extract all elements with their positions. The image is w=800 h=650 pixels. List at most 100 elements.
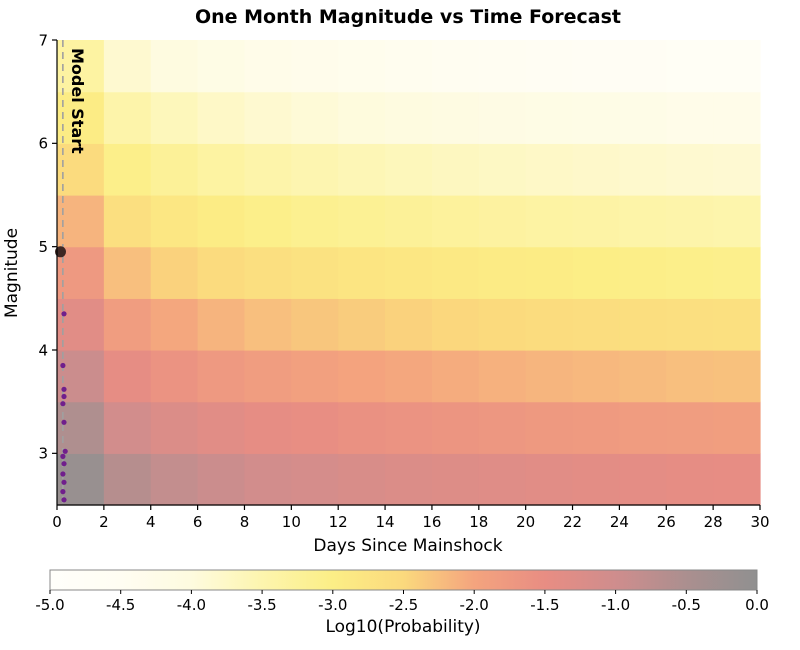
heatmap-cell [338, 91, 386, 144]
heatmap-cell [150, 298, 199, 351]
heatmap-cell [338, 350, 386, 403]
x-tick-label: 12 [329, 513, 348, 531]
heatmap-cell [291, 298, 339, 351]
heatmap-cell [478, 350, 527, 403]
heatmap-cell [619, 246, 667, 299]
heatmap-cell [338, 40, 386, 93]
heatmap-cell [713, 143, 761, 196]
x-tick-label: 26 [657, 513, 676, 531]
heatmap-cell [572, 350, 620, 403]
observed-event-dot [60, 401, 66, 407]
observed-event-dot [60, 489, 66, 495]
heatmap-cell [478, 401, 527, 454]
mainshock-dot [55, 246, 66, 258]
heatmap-cell [666, 195, 714, 248]
heatmap-cell [619, 298, 667, 351]
heatmap-cell [291, 40, 339, 93]
heatmap-cell [57, 298, 105, 351]
heatmap-cell [57, 350, 105, 403]
heatmap-cell [57, 195, 105, 248]
x-tick-label: 30 [750, 513, 769, 531]
model-start-label: Model Start [68, 48, 87, 154]
colorbar-tick-label: -4.0 [177, 596, 206, 614]
colorbar-tick-label: 0.0 [745, 596, 769, 614]
heatmap-cell [103, 298, 152, 351]
heatmap-cell [103, 401, 152, 454]
heatmap-cell [572, 143, 620, 196]
heatmap-cell [338, 246, 386, 299]
colorbar-tick-label: -1.0 [601, 596, 630, 614]
heatmap-cell [244, 143, 292, 196]
heatmap-cell [197, 91, 246, 144]
heatmap-cell [525, 298, 574, 351]
heatmap-cell [291, 195, 339, 248]
colorbar-label: Log10(Probability) [325, 617, 480, 637]
heatmap-cell [244, 195, 292, 248]
heatmap-cell [385, 401, 433, 454]
x-tick-label: 6 [193, 513, 203, 531]
observed-event-dot [61, 479, 67, 485]
heatmap-cell [525, 195, 574, 248]
heatmap-cell [478, 195, 527, 248]
heatmap-cell [57, 91, 105, 144]
colorbar-tick-label: -3.5 [247, 596, 276, 614]
heatmap-cell [431, 246, 480, 299]
observed-event-dot [60, 471, 66, 477]
heatmap-cell [197, 143, 246, 196]
y-tick-label: 5 [38, 238, 48, 256]
heatmap-cell [713, 195, 761, 248]
heatmap-cell [713, 453, 761, 506]
colorbar-tick-label: -0.5 [672, 596, 701, 614]
y-tick-label: 7 [38, 31, 48, 49]
x-tick-label: 24 [610, 513, 629, 531]
heatmap-cell [666, 350, 714, 403]
heatmap-cell [431, 195, 480, 248]
observed-event-dot [60, 453, 66, 459]
colorbar-tick-label: -2.5 [389, 596, 418, 614]
heatmap-cell [103, 40, 152, 93]
observed-event-dot [62, 448, 68, 454]
x-tick-label: 2 [99, 513, 109, 531]
colorbar-tick-label: -1.5 [530, 596, 559, 614]
heatmap-cell [150, 401, 199, 454]
heatmap-cell [103, 91, 152, 144]
chart-title: One Month Magnitude vs Time Forecast [195, 6, 621, 28]
annotation-layer [55, 40, 68, 505]
heatmap-cell [57, 246, 105, 299]
heatmap-cell [150, 350, 199, 403]
x-tick-label: 10 [282, 513, 301, 531]
heatmap-cell [619, 401, 667, 454]
heatmap-cell [291, 453, 339, 506]
colorbar-tick-label: -4.5 [106, 596, 135, 614]
heatmap-cell [244, 298, 292, 351]
observed-event-dot [61, 393, 67, 400]
heatmap-cell [57, 143, 105, 196]
heatmap-cell [385, 91, 433, 144]
heatmap-cell [150, 91, 199, 144]
y-tick-label: 6 [38, 135, 48, 153]
heatmap-cell [713, 246, 761, 299]
heatmap-cell [431, 143, 480, 196]
y-tick-label: 3 [38, 445, 48, 463]
heatmap-cell [431, 40, 480, 93]
heatmap-cell [385, 350, 433, 403]
heatmap-cell [478, 298, 527, 351]
x-tick-label: 14 [376, 513, 395, 531]
heatmap-cell [431, 401, 480, 454]
heatmap-cell [244, 91, 292, 144]
x-tick-label: 16 [422, 513, 441, 531]
heatmap-cell [338, 453, 386, 506]
heatmap-cell [525, 401, 574, 454]
heatmap-cell [150, 143, 199, 196]
heatmap-cell [666, 298, 714, 351]
heatmap-cell [57, 401, 105, 454]
heatmap-cell [244, 401, 292, 454]
heatmap-cell [103, 195, 152, 248]
x-tick-label: 18 [469, 513, 488, 531]
heatmap-cell [150, 453, 199, 506]
heatmap-cell [197, 40, 246, 93]
heatmap-cell [619, 195, 667, 248]
heatmap-cell [619, 143, 667, 196]
heatmap-cell [525, 246, 574, 299]
